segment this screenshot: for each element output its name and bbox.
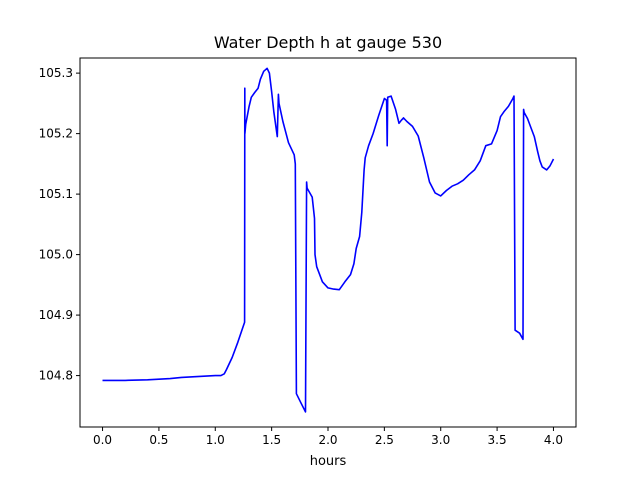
x-axis-label: hours — [309, 454, 347, 469]
y-tick-label: 105.0 — [39, 248, 73, 262]
x-tick-label: 3.5 — [488, 433, 507, 447]
x-tick-label: 2.0 — [318, 433, 337, 447]
x-tick-label: 2.5 — [375, 433, 394, 447]
series-line-1 — [102, 67, 555, 413]
x-tick-label: 0.0 — [93, 433, 112, 447]
x-tick-label: 4.0 — [544, 433, 563, 447]
y-tick-label: 105.3 — [39, 66, 73, 80]
y-tick-label: 104.8 — [39, 369, 73, 383]
y-tick-label: 104.9 — [39, 308, 73, 322]
axes-frame — [79, 57, 577, 428]
x-tick-label: 1.0 — [206, 433, 225, 447]
x-tick-label: 3.0 — [431, 433, 450, 447]
x-tick-label: 1.5 — [262, 433, 281, 447]
x-tick-label: 0.5 — [149, 433, 168, 447]
chart-title: Water Depth h at gauge 530 — [213, 33, 443, 52]
y-tick-label: 105.2 — [39, 127, 73, 141]
y-tick-label: 105.1 — [39, 187, 73, 201]
